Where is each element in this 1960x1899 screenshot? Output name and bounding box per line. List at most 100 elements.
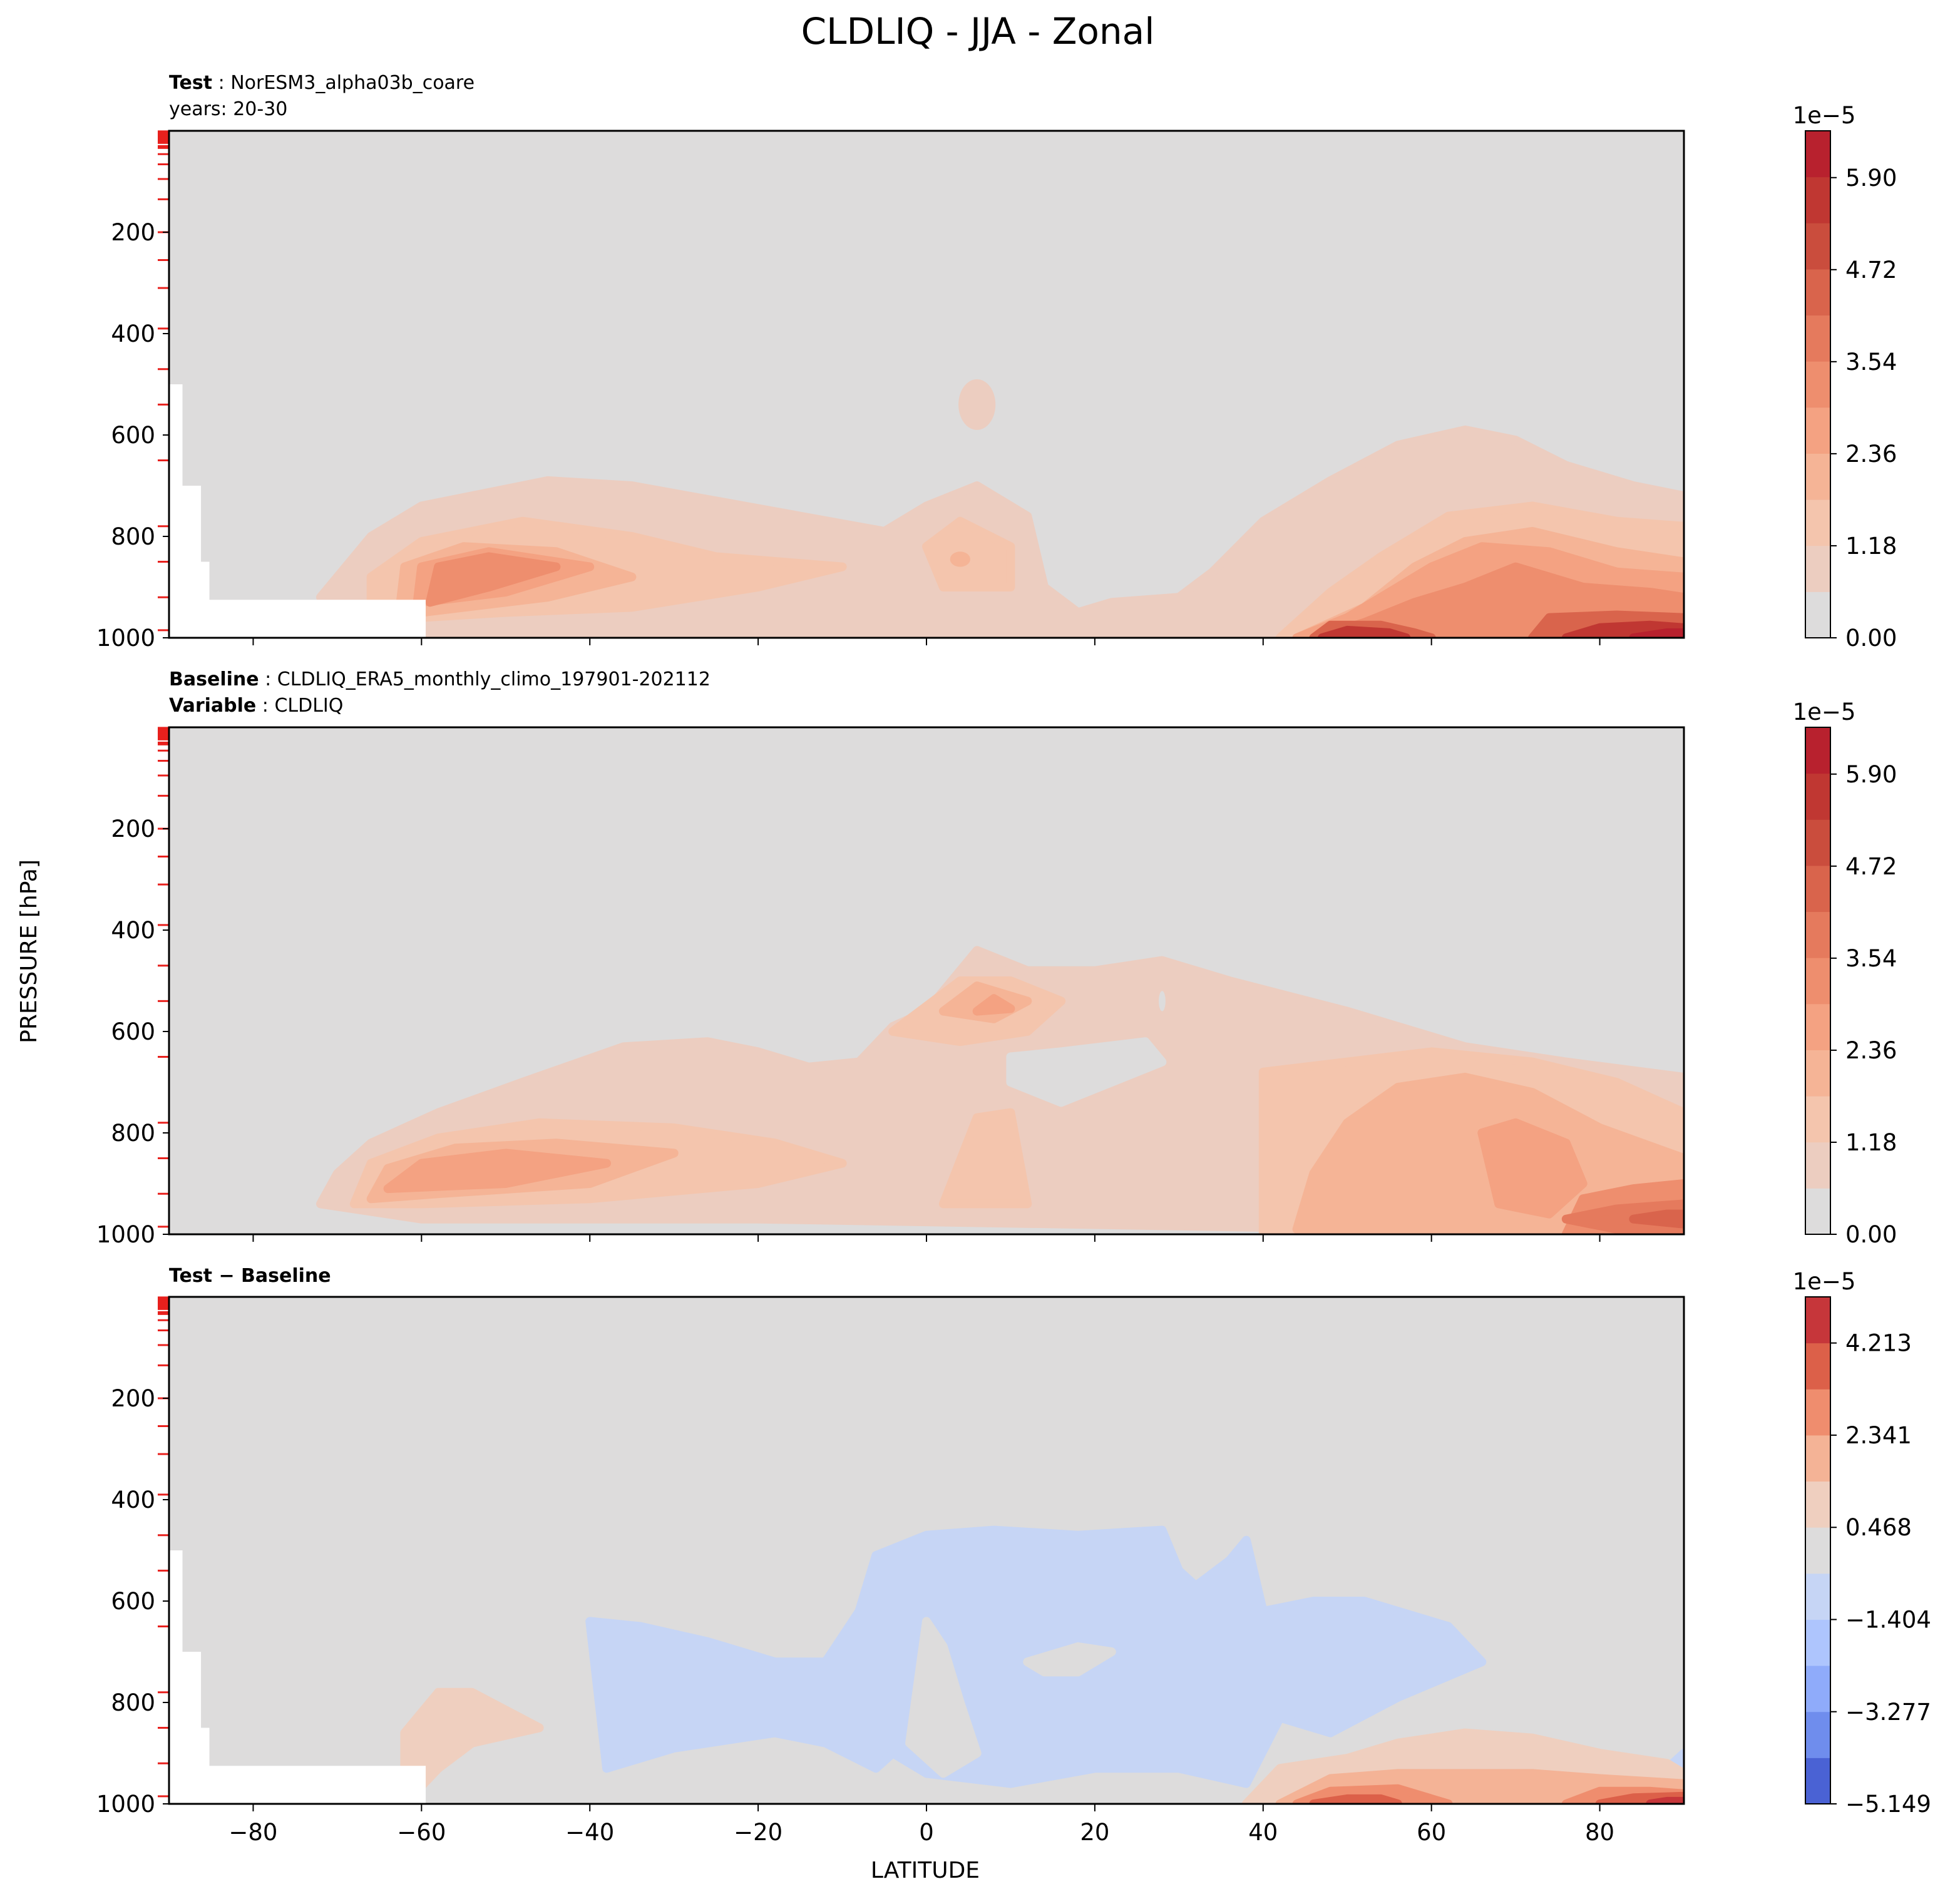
colorbar-swatch: [1805, 1666, 1830, 1712]
colorbar-swatch: [1805, 1188, 1830, 1235]
contour-level-10: [1629, 628, 1684, 638]
contour-fills: [169, 379, 1684, 638]
colorbar-swatch: [1805, 1758, 1830, 1804]
contour-level-0: [1159, 991, 1166, 1011]
contour-level-2: [938, 1108, 1032, 1209]
colorbar-tick-label: 5.90: [1845, 761, 1897, 788]
y-tick-label: 400: [111, 1487, 155, 1513]
contour-fills: [169, 1525, 1684, 1804]
colorbar-tick-label: 1.18: [1845, 533, 1897, 560]
colorbar-swatch: [1805, 958, 1830, 1005]
model-level-markers: [158, 130, 169, 632]
colorbar-swatch: [1805, 269, 1830, 316]
x-tick-label: −20: [734, 1819, 782, 1846]
header-sep: :: [259, 668, 277, 690]
y-tick-label: 1000: [96, 1791, 155, 1818]
contour-level-4: [972, 994, 1015, 1016]
panel-header: Test − Baseline: [169, 1265, 331, 1287]
header-value: NorESM3_alpha03b_coare: [230, 72, 475, 94]
contour-level-4: [383, 1149, 612, 1194]
colorbar-swatch: [1805, 1527, 1830, 1574]
x-tick-label: 0: [919, 1819, 934, 1846]
colorbar-swatch: [1805, 1619, 1830, 1666]
x-tick-label: −40: [565, 1819, 614, 1846]
colorbar-swatch: [1805, 315, 1830, 362]
colorbar-swatch: [1805, 223, 1830, 270]
y-tick-label: 800: [111, 1120, 155, 1147]
header-line: Test − Baseline: [169, 1265, 331, 1287]
colorbar-frame: [1805, 1296, 1831, 1804]
header-sep: :: [256, 695, 274, 717]
header-line: years: 20-30: [169, 98, 287, 120]
contour-level-5: [1023, 1642, 1116, 1677]
contour-level-3: [950, 551, 970, 567]
colorbar-swatch: [1805, 1711, 1830, 1758]
y-tick-label: 200: [111, 219, 155, 246]
colorbar-tick-label: 0.468: [1845, 1514, 1912, 1541]
colorbar-tick-label: −1.404: [1845, 1606, 1931, 1633]
colorbar-tick-label: 1.18: [1845, 1129, 1897, 1156]
panel-header: Test : NorESM3_alpha03b_coare years: 20-3…: [169, 72, 475, 120]
colorbar-swatch: [1805, 911, 1830, 958]
colorbar-tick-label: 0.00: [1845, 1221, 1897, 1248]
colorbar-frame: [1805, 727, 1831, 1235]
colorbar-swatch: [1805, 177, 1830, 223]
colorbar-swatch: [1805, 1003, 1830, 1050]
figure-title: CLDLIQ - JJA - Zonal: [801, 10, 1155, 53]
colorbar-swatch: [1805, 727, 1830, 774]
contour-level-4: [1477, 1118, 1588, 1219]
contour-level-5: [425, 552, 561, 607]
y-axis-label: PRESSURE [hPa]: [16, 859, 42, 1043]
colorbar-tick-label: 5.90: [1845, 165, 1897, 192]
y-tick-label: 600: [111, 422, 155, 449]
contour-level-1: [958, 379, 996, 430]
colorbar-swatch: [1805, 1142, 1830, 1189]
header-value: years: 20-30: [169, 98, 287, 120]
panel-test: Test : NorESM3_alpha03b_coare years: 20-3…: [96, 72, 1897, 652]
contour-level-9: [1309, 1794, 1402, 1804]
colorbar-swatch: [1805, 865, 1830, 913]
missing-data-region: [169, 1550, 426, 1804]
colorbar-swatch: [1805, 499, 1830, 546]
colorbar-tick-label: 2.341: [1845, 1422, 1912, 1449]
y-tick-label: 200: [111, 1385, 155, 1412]
header-key: Baseline: [169, 668, 259, 690]
y-tick-label: 600: [111, 1588, 155, 1615]
x-tick-label: −80: [228, 1819, 277, 1846]
colorbar-swatch: [1805, 1435, 1830, 1482]
colorbar-swatch: [1805, 407, 1830, 454]
colorbar-exponent: 1e−5: [1793, 1268, 1856, 1295]
x-tick-label: 40: [1248, 1819, 1278, 1846]
y-tick-label: 400: [111, 917, 155, 944]
header-value: CLDLIQ: [274, 695, 343, 717]
header-line: Test : NorESM3_alpha03b_coare: [169, 72, 475, 94]
colorbar-tick-label: 4.213: [1845, 1330, 1912, 1357]
colorbar-tick-label: 3.54: [1845, 349, 1897, 376]
colorbar-swatch: [1805, 1343, 1830, 1390]
colorbar-swatch: [1805, 1297, 1830, 1344]
colorbar-swatch: [1805, 361, 1830, 408]
colorbar-tick-label: −5.149: [1845, 1791, 1931, 1818]
x-tick-label: 60: [1417, 1819, 1446, 1846]
y-tick-label: 200: [111, 816, 155, 842]
colorbar-tick-label: 3.54: [1845, 945, 1897, 972]
contour-level-5: [905, 1617, 982, 1778]
colorbar-swatch: [1805, 131, 1830, 178]
missing-data-region: [169, 384, 426, 638]
colorbar: 0.00 1.18 2.36 3.54 4.72 5.90 1e−5: [1793, 102, 1897, 652]
colorbar-swatch: [1805, 1573, 1830, 1620]
colorbar-swatch: [1805, 819, 1830, 866]
y-tick-label: 1000: [96, 625, 155, 652]
panel-baseline: Baseline : CLDLIQ_ERA5_monthly_climo_197…: [96, 668, 1897, 1248]
x-tick-label: 80: [1585, 1819, 1614, 1846]
contour-level-0: [1006, 1037, 1167, 1107]
colorbar-swatch: [1805, 1389, 1830, 1436]
x-tick-label: 20: [1080, 1819, 1109, 1846]
y-tick-label: 800: [111, 1689, 155, 1716]
colorbar-swatch: [1805, 1481, 1830, 1528]
colorbar-swatch: [1805, 1050, 1830, 1097]
header-line: Variable : CLDLIQ: [169, 695, 343, 717]
y-tick-label: 1000: [96, 1221, 155, 1248]
